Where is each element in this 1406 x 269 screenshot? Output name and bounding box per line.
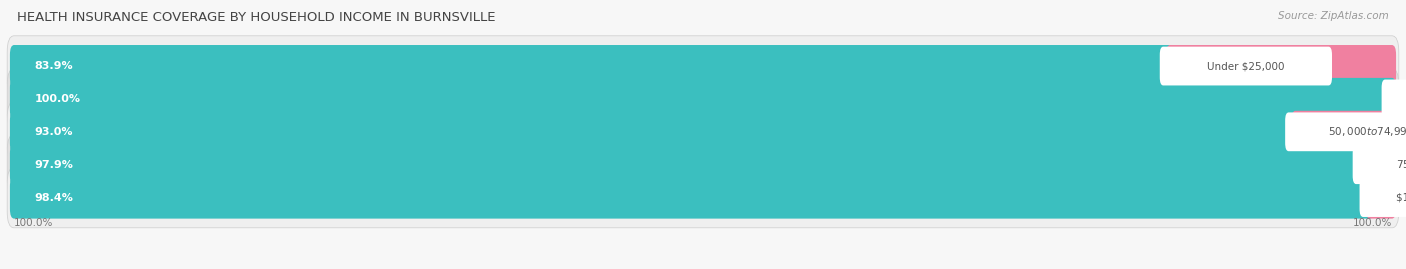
Text: 93.0%: 93.0% [35,127,73,137]
Text: Under $25,000: Under $25,000 [1208,61,1285,71]
FancyBboxPatch shape [10,78,1396,120]
FancyBboxPatch shape [1166,45,1396,87]
FancyBboxPatch shape [1285,112,1406,151]
FancyBboxPatch shape [1382,80,1406,118]
Text: 83.9%: 83.9% [35,61,73,71]
FancyBboxPatch shape [10,111,1299,153]
FancyBboxPatch shape [1358,144,1396,186]
FancyBboxPatch shape [7,36,1399,96]
Text: HEALTH INSURANCE COVERAGE BY HOUSEHOLD INCOME IN BURNSVILLE: HEALTH INSURANCE COVERAGE BY HOUSEHOLD I… [17,11,495,24]
FancyBboxPatch shape [1160,47,1331,86]
FancyBboxPatch shape [1360,178,1406,217]
FancyBboxPatch shape [10,176,1374,219]
FancyBboxPatch shape [1353,145,1406,184]
FancyBboxPatch shape [7,102,1399,162]
FancyBboxPatch shape [1365,176,1396,219]
FancyBboxPatch shape [7,69,1399,129]
Text: 98.4%: 98.4% [35,193,73,203]
FancyBboxPatch shape [7,134,1399,195]
Text: 100.0%: 100.0% [14,218,53,228]
Text: 97.9%: 97.9% [35,160,73,170]
Text: $100,000 and over: $100,000 and over [1396,193,1406,203]
Text: Source: ZipAtlas.com: Source: ZipAtlas.com [1278,11,1389,21]
FancyBboxPatch shape [10,45,1174,87]
Text: 100.0%: 100.0% [1353,218,1392,228]
FancyBboxPatch shape [1291,111,1396,153]
Text: $75,000 to $99,999: $75,000 to $99,999 [1396,158,1406,171]
FancyBboxPatch shape [7,167,1399,228]
Text: $50,000 to $74,999: $50,000 to $74,999 [1329,125,1406,138]
Text: 100.0%: 100.0% [35,94,80,104]
FancyBboxPatch shape [10,144,1367,186]
